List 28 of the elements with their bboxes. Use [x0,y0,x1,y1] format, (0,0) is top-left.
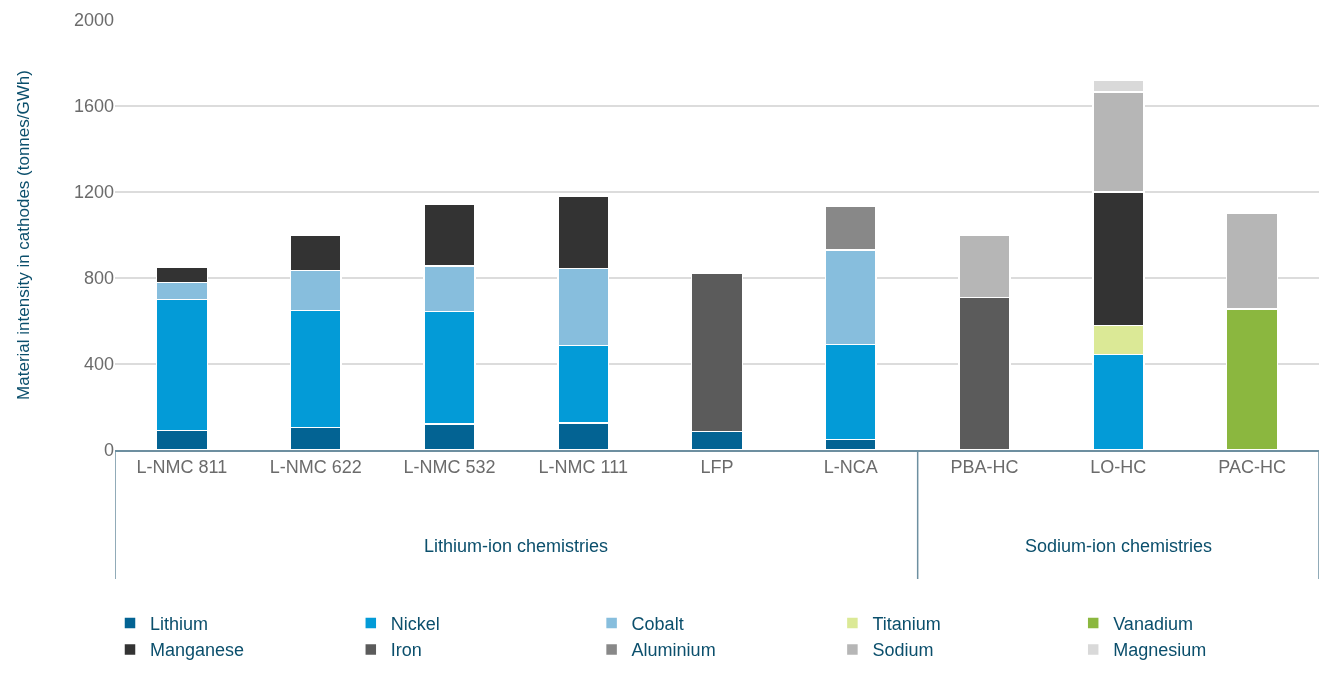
legend-label: Nickel [390,614,440,635]
y-tick-label: 800 [83,268,114,289]
text: Lithium-ion chemistries [424,536,609,556]
x-tick-label: L-NMC 811 [136,457,228,478]
legend-label: Vanadium [1113,614,1193,635]
legend-label: Aluminium [631,640,716,661]
x-tick-label: LO-HC [1090,457,1147,478]
legend-label: Lithium [150,614,209,635]
x-tick-label: L-NMC 111 [538,457,628,478]
y-tick-label: 1600 [73,96,114,117]
y-tick-label: 1200 [73,182,114,203]
legend-label: Iron [390,640,422,661]
legend-label: Cobalt [631,614,684,635]
text: Sodium-ion chemistries [1025,536,1213,556]
y-tick-label: 2000 [73,10,114,31]
y-tick-label: 0 [103,440,114,461]
y-axis-title: Material intensity in cathodes (tonnes/GWh) [13,70,33,400]
x-tick-label: L-NMC 622 [269,457,362,478]
legend-label: Titanium [872,614,941,635]
legend-label: Magnesium [1113,640,1207,661]
y-tick-label: 400 [83,354,114,375]
legend-label: Manganese [150,640,245,661]
x-tick-label: PBA-HC [950,457,1019,478]
legend-label: Sodium [872,640,934,661]
x-tick-label: LFP [700,457,734,478]
x-tick-label: PAC-HC [1218,457,1286,478]
x-tick-label: L-NMC 532 [403,457,496,478]
x-tick-label: L-NCA [823,457,878,478]
